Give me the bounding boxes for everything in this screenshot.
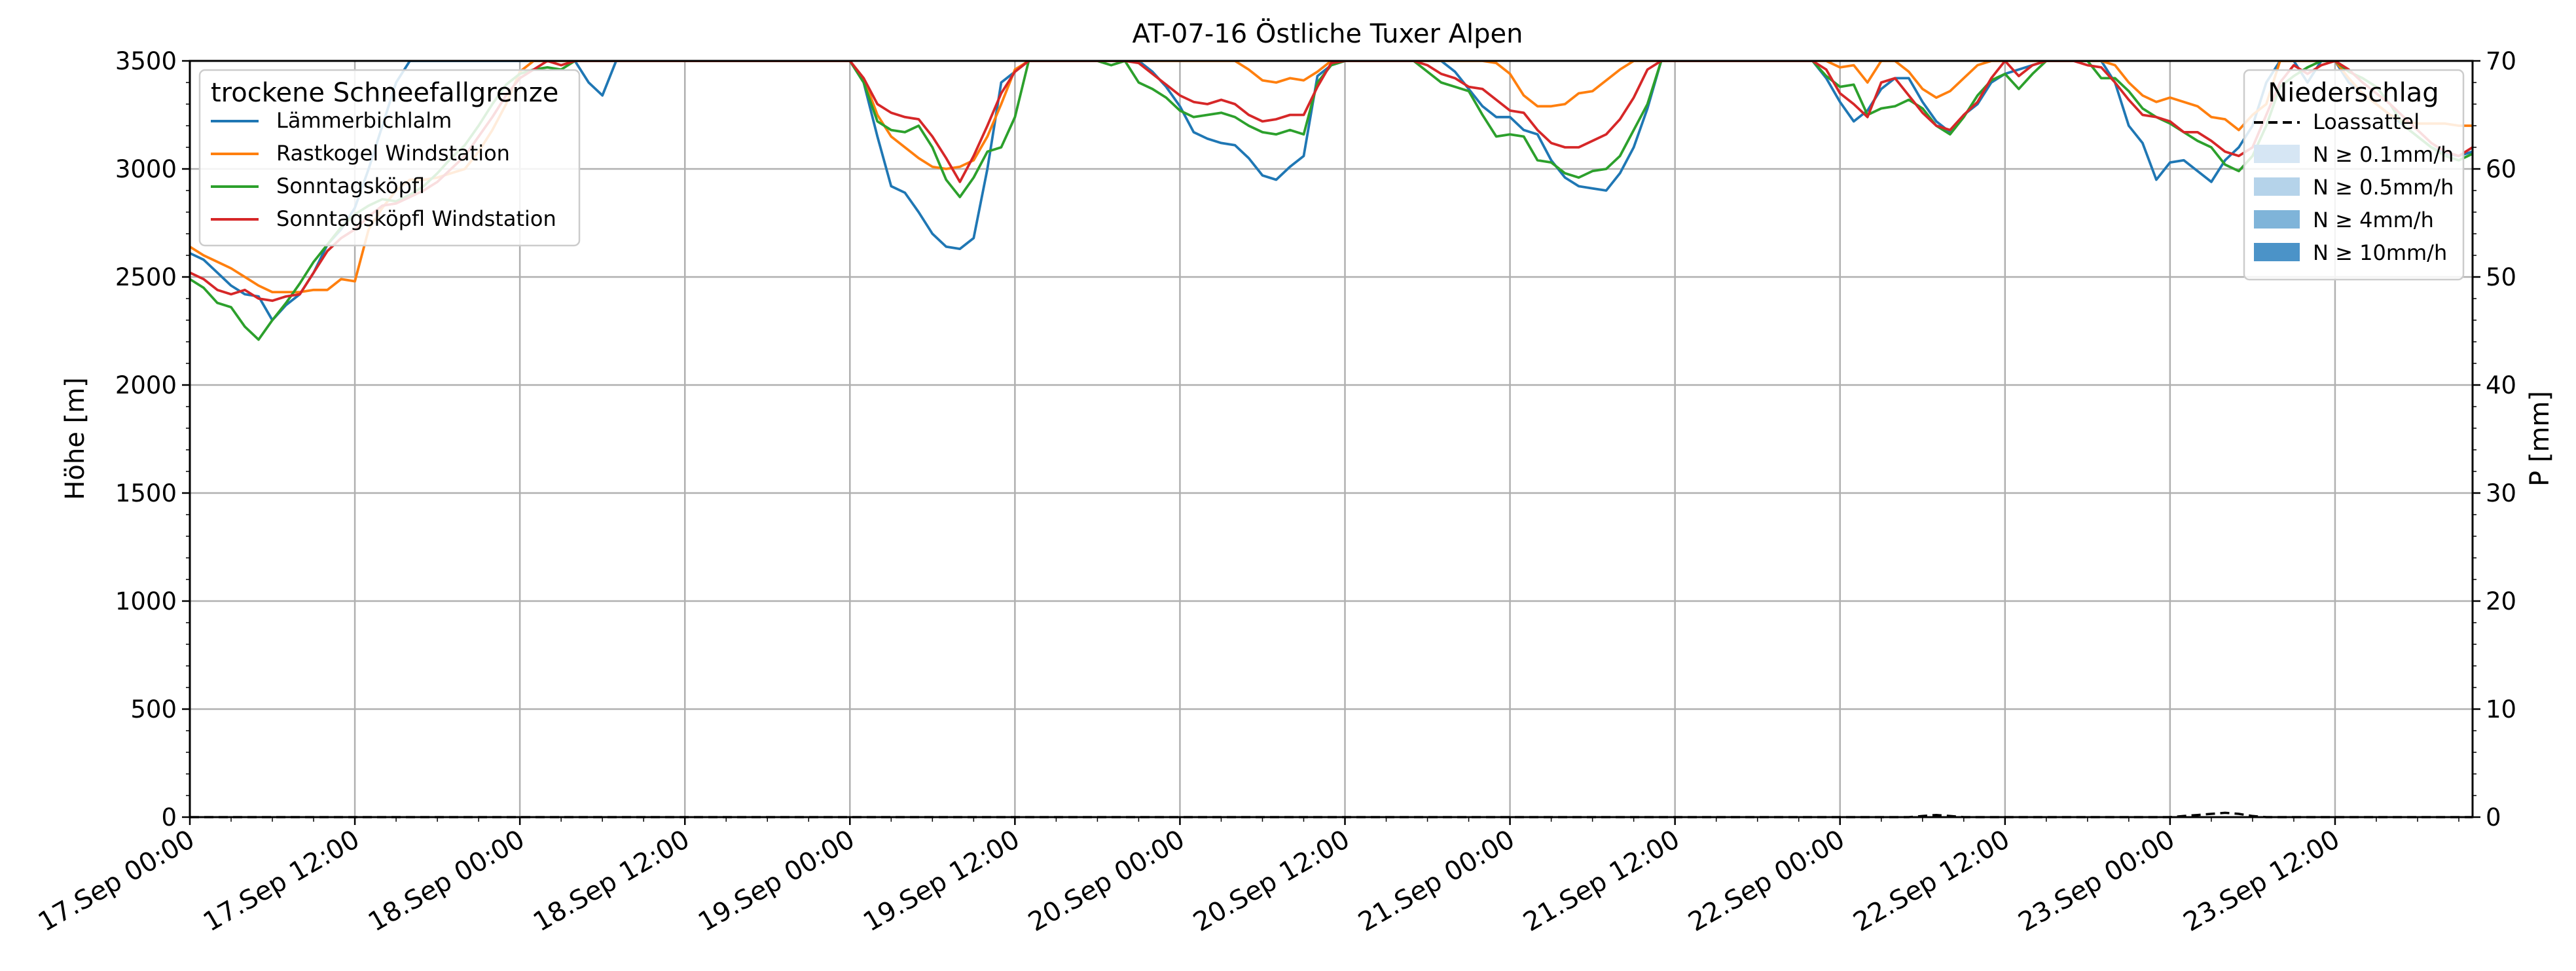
precip-line-loassattel <box>190 811 2473 818</box>
y-tick-label: 500 <box>130 695 177 724</box>
legend-snowline-box <box>198 69 581 247</box>
legend-precip-swatch <box>2254 177 2300 196</box>
series-lines <box>190 61 2473 341</box>
y2-tick-label: 20 <box>2486 587 2516 615</box>
legend-precip-swatch <box>2254 210 2300 229</box>
legend-snow-label: Sonntagsköpfl <box>276 174 425 198</box>
legend-precip-label: N ≥ 0.5mm/h <box>2313 175 2454 200</box>
legend-precip-label: N ≥ 0.1mm/h <box>2313 142 2454 167</box>
legend-snowline-title: trockene Schneefallgrenze <box>211 78 558 108</box>
y2-tick-label: 0 <box>2486 803 2501 832</box>
y-tick-label: 1500 <box>115 479 177 507</box>
y-tick-label: 3000 <box>115 155 177 183</box>
legend-snow-label: Rastkogel Windstation <box>276 141 510 166</box>
series-line-4 <box>190 61 2473 302</box>
y-tick-label: 2500 <box>115 263 177 291</box>
legend-precip-label: N ≥ 10mm/h <box>2313 240 2447 265</box>
y2-tick-label: 40 <box>2486 371 2516 399</box>
legend-precip-entries: Loassattel N ≥ 0.1mm/h N ≥ 0.5mm/h N ≥ 4mm/… <box>2254 109 2454 265</box>
plot-frame <box>189 60 2474 818</box>
y2-tick-label: 60 <box>2486 155 2516 183</box>
legend-snow-label: Lämmerbichlalm <box>276 108 452 133</box>
y-tick-label: 1000 <box>115 587 177 615</box>
y-tick-label: 0 <box>161 803 177 832</box>
y2-tick-label: 70 <box>2486 47 2516 75</box>
legend-precip-title: Niederschlag <box>2268 78 2439 108</box>
y-tick-label: 3500 <box>115 47 177 75</box>
legend-snowline-entries: Lämmerbichlalm Rastkogel Windstation Sonnt… <box>211 108 556 231</box>
y-tick-label: 2000 <box>115 371 177 399</box>
legend-snow-label: Sonntagsköpfl Windstation <box>276 206 556 231</box>
precip-lines <box>190 811 2473 818</box>
y-axis-left: 0 500 1000 1500 2000 2500 3000 3500 <box>115 47 190 832</box>
legend-precip: Niederschlag Loassattel N ≥ 0.1mm/h N ≥ 0.… <box>2243 69 2465 281</box>
legend-precip-swatch <box>2254 145 2300 163</box>
y2-axis-title: P [mm] <box>2525 391 2555 486</box>
y-axis-right: 0 10 20 30 40 50 60 70 <box>2473 47 2516 832</box>
y2-tick-label: 50 <box>2486 263 2516 291</box>
y-axis-title: Höhe [m] <box>60 377 90 500</box>
y2-tick-label: 10 <box>2486 695 2516 724</box>
y2-tick-label: 30 <box>2486 479 2516 507</box>
legend-precip-label: Loassattel <box>2313 109 2420 134</box>
legend-precip-swatch <box>2254 243 2300 261</box>
chart-title: AT-07-16 Östliche Tuxer Alpen <box>1132 18 1523 49</box>
legend-snowline: trockene Schneefallgrenze Lämmerbichlalm… <box>198 69 581 247</box>
legend-precip-label: N ≥ 4mm/h <box>2313 208 2434 232</box>
